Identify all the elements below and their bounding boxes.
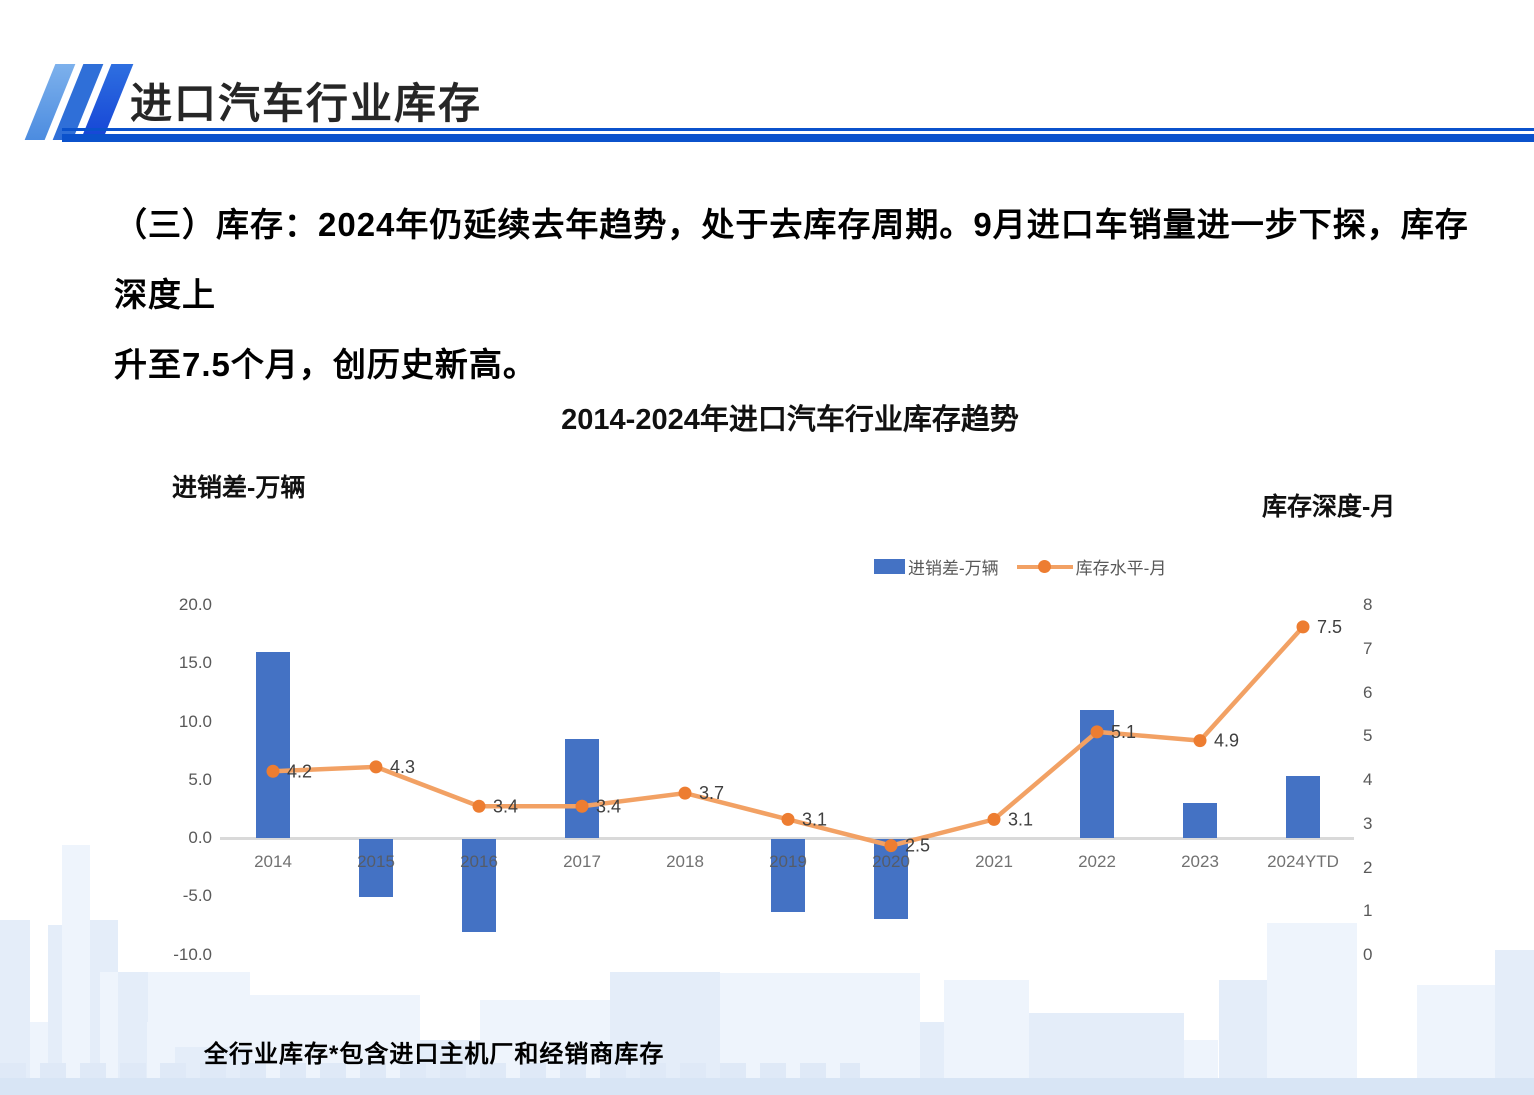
- legend-item-bar: 进销差-万辆: [874, 554, 999, 579]
- intro-line-1: （三）库存：2024年仍延续去年趋势，处于去库存周期。9月进口车销量进一步下探，…: [114, 206, 1469, 313]
- legend-line-label: 库存水平-月: [1075, 558, 1167, 578]
- left-axis-tick: 10.0: [178, 711, 212, 731]
- right-axis-tick: 1: [1363, 901, 1373, 921]
- x-axis-label-2017: 2017: [563, 852, 601, 871]
- right-axis-tick: 0: [1363, 945, 1373, 964]
- line-data-label-2024YTD: 7.5: [1317, 617, 1342, 637]
- right-axis-tick: 6: [1363, 682, 1373, 702]
- bar-2016: [462, 839, 496, 933]
- line-marker-2018: [678, 786, 692, 800]
- x-axis-label-2019: 2019: [769, 852, 807, 871]
- x-axis-label-2023: 2023: [1181, 852, 1219, 871]
- right-axis-tick: 7: [1363, 638, 1373, 658]
- line-marker-2015: [369, 760, 383, 774]
- bar-2020: [874, 839, 908, 920]
- legend-item-line: 库存水平-月: [1016, 554, 1167, 579]
- x-axis-label-2020: 2020: [872, 852, 910, 871]
- line-data-label-2022: 5.1: [1111, 722, 1136, 742]
- right-axis-tick: 5: [1363, 726, 1373, 746]
- x-axis-label-2014: 2014: [254, 852, 292, 871]
- intro-paragraph: （三）库存：2024年仍延续去年趋势，处于去库存周期。9月进口车销量进一步下探，…: [114, 190, 1484, 400]
- skyline-block: [1495, 950, 1534, 1095]
- left-axis-tick: 0.0: [188, 828, 212, 847]
- skyline-block: [1267, 923, 1357, 1095]
- line-data-label-2021: 3.1: [1008, 809, 1033, 829]
- x-axis-label-2024YTD: 2024YTD: [1267, 852, 1339, 871]
- line-marker-2021: [987, 812, 1001, 826]
- line-data-label-2015: 4.3: [390, 757, 415, 777]
- chart-legend: 进销差-万辆 库存水平-月: [874, 554, 1166, 578]
- left-axis-title: 进销差-万辆: [172, 474, 306, 502]
- skyline-block: [1417, 985, 1497, 1095]
- chart-footnote: 全行业库存*包含进口主机厂和经销商库存: [204, 1041, 665, 1068]
- skyline-block: [48, 925, 62, 1095]
- x-axis-label-2021: 2021: [975, 852, 1013, 871]
- right-axis-title: 库存深度-月: [1262, 493, 1396, 521]
- logo-icon: [18, 64, 134, 144]
- x-axis-label-2018: 2018: [666, 852, 704, 871]
- header-rule-thick: [62, 134, 1534, 142]
- line-data-label-2023: 4.9: [1214, 731, 1239, 751]
- skyline-block: [944, 980, 1029, 1095]
- line-marker-2024YTD: [1296, 620, 1310, 634]
- intro-line-2: 升至7.5个月，创历史新高。: [114, 346, 537, 383]
- bottom-strip: [0, 1078, 1534, 1095]
- skyline-block: [1219, 980, 1267, 1095]
- line-data-label-2014: 4.2: [287, 761, 312, 781]
- line-data-label-2017: 3.4: [596, 796, 621, 816]
- x-axis-label-2016: 2016: [460, 852, 498, 871]
- left-axis-tick: -10.0: [173, 944, 212, 964]
- line-data-label-2018: 3.7: [699, 783, 724, 803]
- line-path: [272, 625, 1305, 848]
- legend-bar-swatch-icon: [874, 558, 905, 574]
- right-axis-tick: 3: [1363, 813, 1373, 833]
- legend-line-swatch-icon: [1016, 559, 1073, 574]
- chart-title: 2014-2024年进口汽车行业库存趋势: [561, 404, 1019, 436]
- bar-2024YTD: [1286, 776, 1320, 838]
- page-title: 进口汽车行业库存: [130, 80, 483, 127]
- x-axis-label-2022: 2022: [1078, 852, 1116, 871]
- legend-bar-label: 进销差-万辆: [908, 558, 999, 578]
- left-axis-tick: 20.0: [178, 595, 212, 614]
- left-axis-tick: -5.0: [182, 886, 212, 906]
- line-marker-2016: [472, 799, 486, 813]
- line-marker-2019: [781, 812, 795, 826]
- bar-2023: [1183, 803, 1217, 838]
- bar-2017: [565, 738, 599, 838]
- bar-2014: [256, 651, 290, 838]
- header-rule-thin: [62, 128, 1534, 131]
- left-axis-tick: 15.0: [178, 653, 212, 673]
- skyline-block: [62, 845, 90, 1095]
- bar-2022: [1080, 709, 1114, 838]
- x-axis-label-2015: 2015: [357, 852, 395, 871]
- right-axis-tick: 2: [1363, 857, 1373, 877]
- line-data-label-2019: 3.1: [802, 809, 827, 829]
- line-data-label-2016: 3.4: [493, 796, 518, 816]
- bar-2015: [359, 839, 393, 898]
- skyline-teeth-pattern: [0, 1063, 860, 1078]
- left-axis-tick: 5.0: [188, 769, 212, 789]
- right-axis-tick: 4: [1363, 770, 1373, 789]
- bar-2019: [771, 839, 805, 913]
- line-marker-2023: [1193, 734, 1207, 748]
- right-axis-tick: 8: [1363, 595, 1373, 614]
